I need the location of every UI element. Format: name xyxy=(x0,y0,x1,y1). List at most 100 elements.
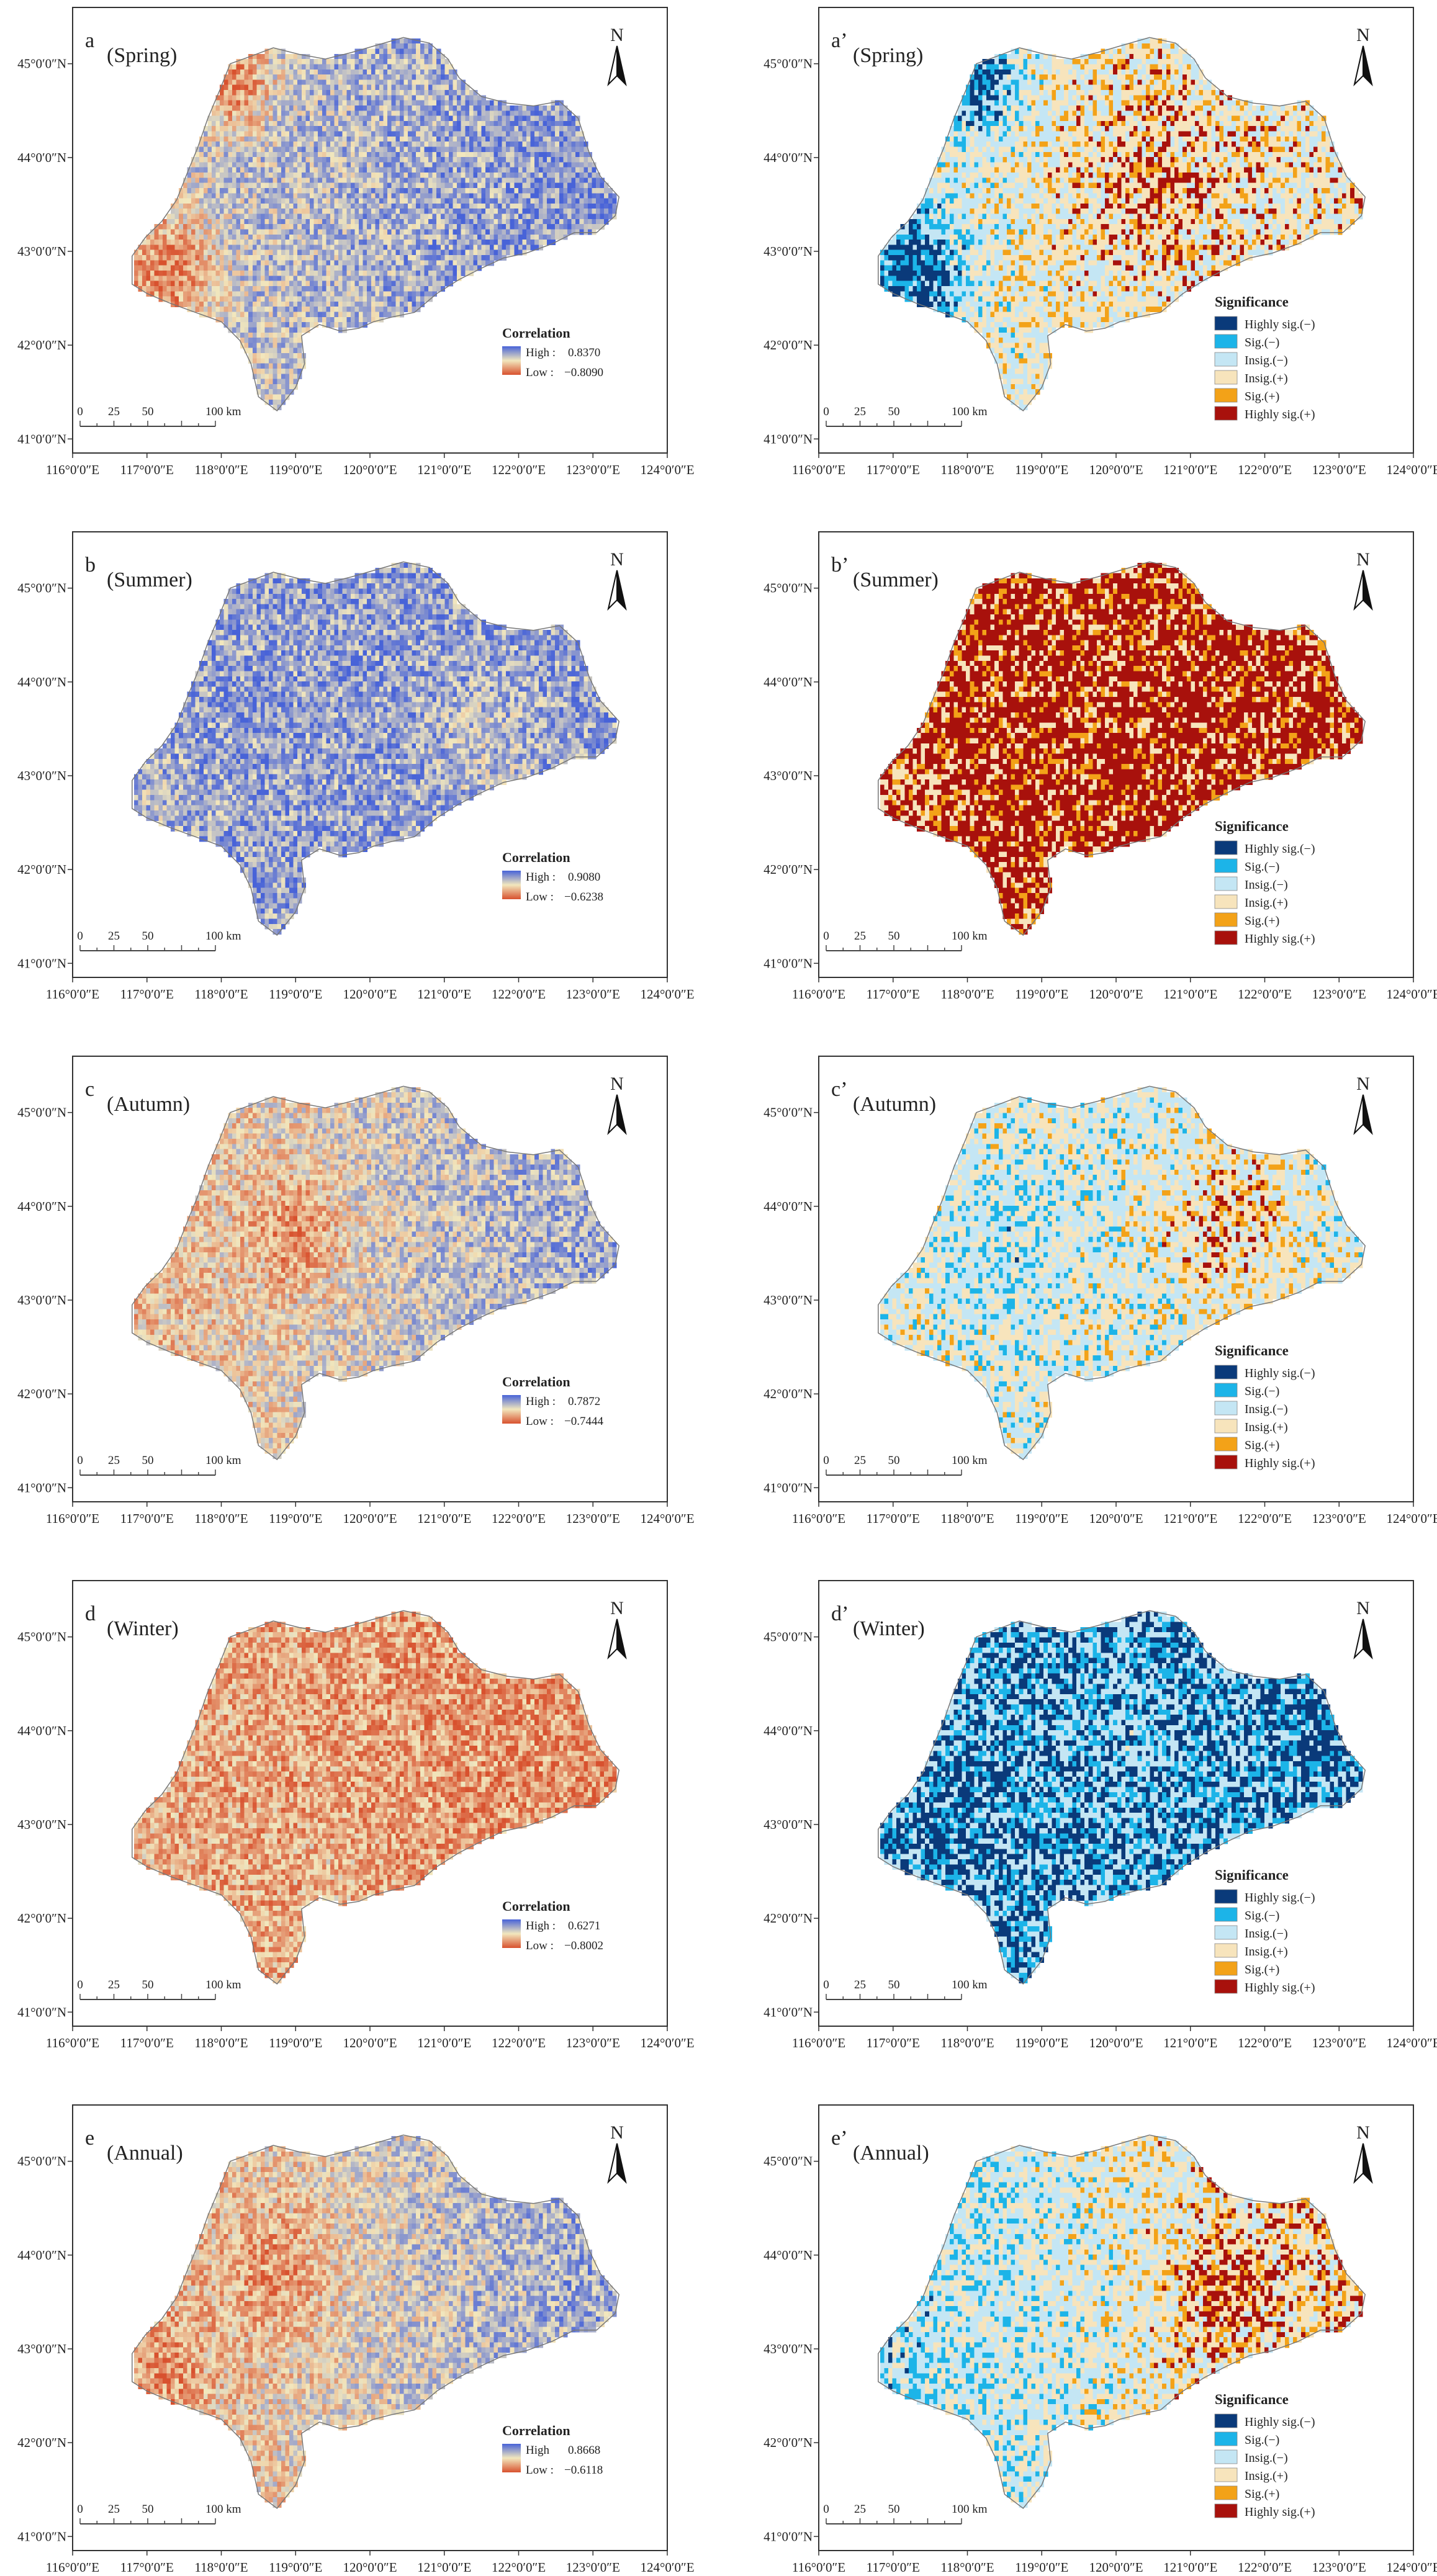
legend-high-value: 0.7872 xyxy=(568,1395,600,1408)
lat-axis: 45°0′0″N 44°0′0″N 43°0′0″N 42°0′0″N 41°0′0″N xyxy=(17,1630,73,2019)
lon-tick-label: 116°0′0″E xyxy=(792,1511,845,1526)
map-panel-e2: e’ (Annual) N 0 25 50 100 km 116°0′0″E 117°0′0″E… xyxy=(764,2104,1437,2575)
legend-swatch xyxy=(1214,388,1238,403)
scale-bar: 0 25 50 100 km xyxy=(823,1978,988,2000)
lat-tick-label: 41°0′0″N xyxy=(764,2529,813,2544)
lat-tick-label: 42°0′0″N xyxy=(17,1386,66,1401)
legend-high-label: High : xyxy=(526,346,556,359)
scale-label: 25 xyxy=(854,405,866,418)
legend-low-label: Low : xyxy=(526,1415,554,1428)
lon-tick-label: 121°0′0″E xyxy=(417,2560,471,2575)
lon-tick-label: 121°0′0″E xyxy=(1163,2560,1217,2575)
lat-axis: 45°0′0″N 44°0′0″N 43°0′0″N 42°0′0″N 41°0′0″N xyxy=(764,581,819,971)
lon-axis: 116°0′0″E 117°0′0″E 118°0′0″E 119°0′0″E 120°… xyxy=(46,977,695,1002)
scale-label: 25 xyxy=(854,1978,866,1991)
panel-label: e xyxy=(85,2127,94,2150)
scale-label: 0 xyxy=(77,2503,83,2516)
lon-tick-label: 123°0′0″E xyxy=(1312,1511,1366,1526)
lon-axis: 116°0′0″E 117°0′0″E 118°0′0″E 119°0′0″E 120°… xyxy=(46,1502,695,1526)
legend-high-label: High : xyxy=(526,871,556,884)
legend-item-label: Insig.(−) xyxy=(1245,354,1288,367)
lon-tick-label: 124°0′0″E xyxy=(640,462,694,477)
scale-label: 50 xyxy=(142,930,154,943)
significance-raster xyxy=(880,1611,1363,1984)
legend-item-label: Sig.(+) xyxy=(1245,914,1279,928)
scale-label: 25 xyxy=(108,1978,120,1991)
scale-label: 0 xyxy=(823,2503,829,2516)
lat-tick-label: 42°0′0″N xyxy=(764,2435,813,2450)
lon-tick-label: 116°0′0″E xyxy=(46,2035,99,2050)
lat-axis: 45°0′0″N 44°0′0″N 43°0′0″N 42°0′0″N 41°0′0″N xyxy=(764,1630,819,2019)
lat-tick-label: 43°0′0″N xyxy=(764,1293,813,1308)
scale-label: 50 xyxy=(142,2503,154,2516)
legend-title: Correlation xyxy=(502,325,570,341)
legend-swatch xyxy=(1214,2467,1238,2482)
lon-tick-label: 118°0′0″E xyxy=(194,2560,248,2575)
lat-tick-label: 42°0′0″N xyxy=(764,1386,813,1401)
legend-high-value: 0.8668 xyxy=(568,2444,600,2457)
lon-tick-label: 116°0′0″E xyxy=(46,2560,99,2575)
lat-tick-label: 45°0′0″N xyxy=(17,581,66,596)
legend-high-label: High xyxy=(526,2444,550,2457)
lat-tick-label: 45°0′0″N xyxy=(17,1105,66,1120)
lon-tick-label: 121°0′0″E xyxy=(1163,2035,1217,2050)
legend-low-label: Low : xyxy=(526,366,554,379)
region-boundary xyxy=(132,561,620,936)
lat-tick-label: 41°0′0″N xyxy=(17,2529,66,2544)
lon-tick-label: 117°0′0″E xyxy=(120,2560,174,2575)
legend-swatch xyxy=(1214,316,1238,331)
lat-tick-label: 41°0′0″N xyxy=(17,2004,66,2019)
region-boundary xyxy=(878,1610,1366,1985)
lon-tick-label: 123°0′0″E xyxy=(566,1511,620,1526)
panel-title: (Autumn) xyxy=(853,1093,936,1116)
lon-tick-label: 118°0′0″E xyxy=(194,462,248,477)
panel-label: d xyxy=(85,1602,96,1625)
legend-item-label: Highly sig.(+) xyxy=(1245,2505,1315,2519)
legend-item-label: Highly sig.(+) xyxy=(1245,408,1315,421)
legend-swatch xyxy=(1214,1979,1238,1994)
panel-label: a’ xyxy=(831,29,847,52)
lon-tick-label: 117°0′0″E xyxy=(120,462,174,477)
scale-label: 0 xyxy=(823,405,829,418)
legend-item-label: Highly sig.(−) xyxy=(1245,2415,1315,2429)
legend-swatch xyxy=(1214,894,1238,909)
lat-tick-label: 42°0′0″N xyxy=(764,862,813,877)
legend-item-label: Sig.(−) xyxy=(1245,1909,1279,1923)
correlation-legend: Correlation High : 0.7872 Low : −0.7444 xyxy=(502,1374,603,1428)
north-label: N xyxy=(1356,25,1370,45)
north-arrow-icon xyxy=(1353,570,1373,611)
legend-swatch xyxy=(1214,912,1238,927)
lon-tick-label: 121°0′0″E xyxy=(417,987,471,1002)
lat-tick-label: 42°0′0″N xyxy=(17,1911,66,1926)
lon-tick-label: 117°0′0″E xyxy=(120,987,174,1002)
region-boundary xyxy=(132,37,620,412)
lat-tick-label: 44°0′0″N xyxy=(17,150,66,165)
lat-axis: 45°0′0″N 44°0′0″N 43°0′0″N 42°0′0″N 41°0′0″N xyxy=(17,56,73,446)
north-arrow-icon xyxy=(1353,2143,1373,2184)
north-label: N xyxy=(610,1598,624,1618)
lat-axis: 45°0′0″N 44°0′0″N 43°0′0″N 42°0′0″N 41°0′0″N xyxy=(764,2154,819,2544)
legend-low-value: −0.7444 xyxy=(564,1415,603,1428)
legend-title: Significance xyxy=(1215,294,1289,310)
scale-label: 0 xyxy=(823,930,829,943)
legend-swatch xyxy=(1214,1437,1238,1452)
lon-tick-label: 116°0′0″E xyxy=(46,987,99,1002)
legend-swatch xyxy=(1214,1383,1238,1398)
lat-tick-label: 44°0′0″N xyxy=(764,150,813,165)
north-arrow-icon xyxy=(1353,45,1373,87)
scale-label: 50 xyxy=(142,1454,154,1467)
scale-label: 100 km xyxy=(205,1978,241,1991)
lat-tick-label: 41°0′0″N xyxy=(764,2004,813,2019)
scale-label: 0 xyxy=(77,1454,83,1467)
lon-axis: 116°0′0″E 117°0′0″E 118°0′0″E 119°0′0″E 120°… xyxy=(46,2551,695,2575)
legend-swatch xyxy=(1214,2449,1238,2464)
scale-label: 0 xyxy=(823,1978,829,1991)
lon-tick-label: 123°0′0″E xyxy=(566,2035,620,2050)
lat-tick-label: 43°0′0″N xyxy=(17,1817,66,1832)
panel-title: (Annual) xyxy=(853,2142,929,2165)
legend-item-label: Highly sig.(+) xyxy=(1245,932,1315,946)
lon-tick-label: 122°0′0″E xyxy=(492,2035,546,2050)
